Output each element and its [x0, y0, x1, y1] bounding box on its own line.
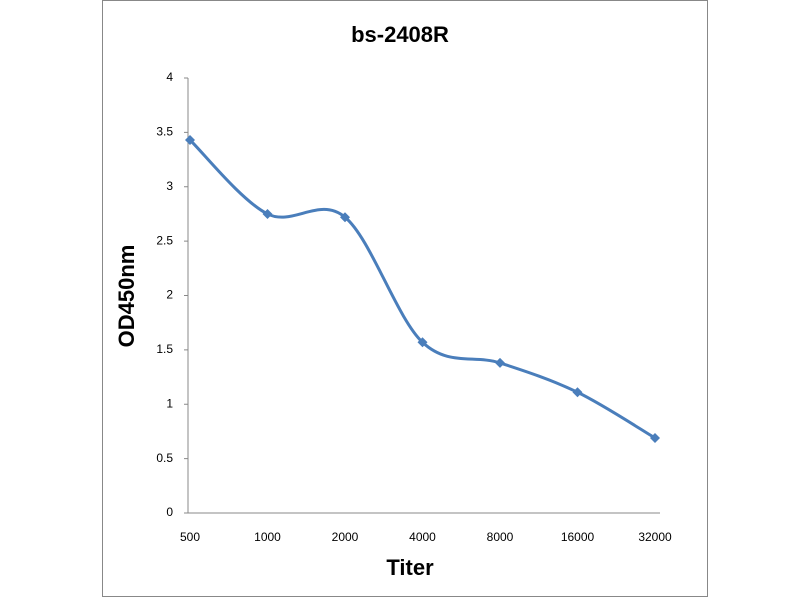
point-marker: [185, 134, 195, 145]
y-tick-label: 0: [166, 505, 173, 519]
x-tick-label: 4000: [409, 530, 436, 544]
y-tick-label: 0.5: [156, 451, 173, 465]
point-marker: [417, 337, 428, 348]
point-marker: [262, 208, 273, 219]
y-tick-label: 2: [166, 288, 173, 302]
x-axis-label: Titer: [386, 555, 434, 580]
point-marker: [340, 212, 350, 223]
point-marker: [495, 357, 505, 368]
x-tick-label: 32000: [638, 530, 672, 544]
chart-title: bs-2408R: [351, 22, 449, 47]
x-tick-label: 500: [180, 530, 200, 544]
point-marker: [650, 432, 660, 443]
x-tick-label: 16000: [561, 530, 595, 544]
x-tick-label: 8000: [487, 530, 514, 544]
x-tick-label: 2000: [332, 530, 359, 544]
y-tick-label: 4: [166, 70, 173, 84]
y-tick-label: 3.5: [156, 125, 173, 139]
y-tick-label: 2.5: [156, 233, 173, 247]
x-tick-label: 1000: [254, 530, 281, 544]
y-tick-label: 3: [166, 179, 173, 193]
y-tick-label: 1.5: [156, 342, 173, 356]
y-tick-label: 1: [166, 396, 173, 410]
chart-border: [102, 0, 708, 597]
y-axis-label: OD450nm: [114, 245, 139, 348]
point-marker: [572, 387, 583, 398]
